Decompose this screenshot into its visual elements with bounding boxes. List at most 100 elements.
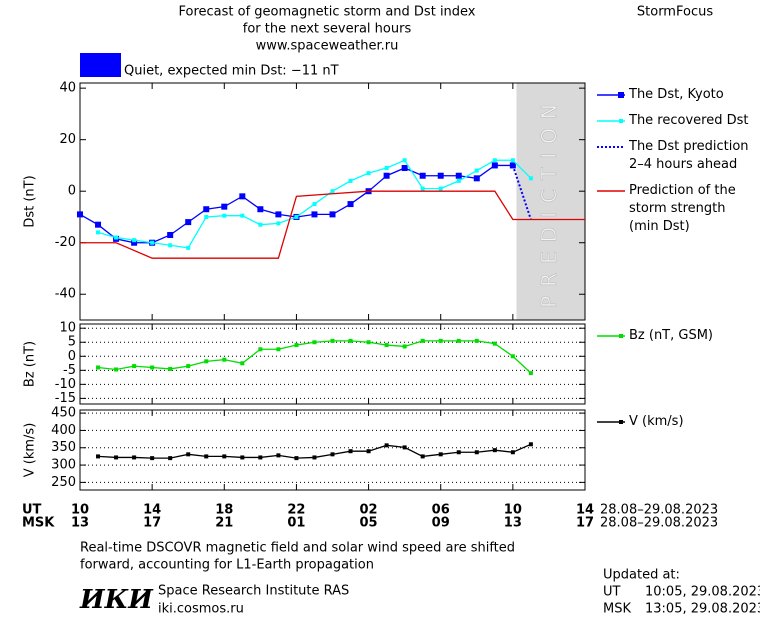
y-tick-label: 350 xyxy=(51,440,76,455)
data-point xyxy=(204,214,209,219)
data-point xyxy=(510,158,515,163)
legend-text: Bz (nT, GSM) xyxy=(629,328,714,343)
legend-item: The Dst, Kyoto xyxy=(597,86,757,104)
data-point xyxy=(419,172,426,179)
y-axis-label: V (km/s) xyxy=(23,423,38,478)
data-point xyxy=(258,455,263,460)
x-tick-label: 10 xyxy=(504,503,522,518)
y-tick-label: 250 xyxy=(51,475,76,490)
title-line: for the next several hours xyxy=(243,22,412,37)
data-point xyxy=(167,231,174,238)
data-point xyxy=(492,341,497,346)
data-point xyxy=(312,455,317,460)
y-tick-label: 20 xyxy=(59,132,76,147)
data-point xyxy=(420,454,425,459)
data-point xyxy=(366,340,371,345)
plot-frame xyxy=(79,82,586,321)
legend-item: Prediction of the storm strength (min Ds… xyxy=(597,182,757,236)
data-point xyxy=(401,165,408,172)
data-point xyxy=(438,452,443,457)
data-point xyxy=(474,338,479,343)
data-point xyxy=(131,239,138,246)
x-tick-label-msk: 17 xyxy=(576,516,594,531)
status-text: Quiet, expected min Dst: −11 nT xyxy=(124,64,339,79)
y-tick-label: 40 xyxy=(59,81,76,96)
data-point xyxy=(186,245,191,250)
data-point xyxy=(474,450,479,455)
data-point xyxy=(348,338,353,343)
legend-marker xyxy=(619,334,623,338)
data-point xyxy=(294,343,299,348)
data-point xyxy=(276,347,281,352)
prediction-label: PREDICTION xyxy=(537,95,561,308)
y-axis-label: Bz (nT) xyxy=(23,341,38,387)
y-tick-label: -5 xyxy=(63,363,76,378)
legend: The Dst, Kyoto The recovered Dst The Dst p… xyxy=(597,86,757,236)
data-point xyxy=(383,172,390,179)
data-point xyxy=(96,365,101,370)
data-point xyxy=(491,162,498,169)
data-point xyxy=(456,450,461,455)
updated-zone: MSK xyxy=(603,602,631,617)
data-point xyxy=(420,186,425,191)
data-point xyxy=(528,371,533,376)
x-tick-label-msk: 05 xyxy=(360,516,378,531)
data-point xyxy=(132,238,137,243)
data-point xyxy=(438,338,443,343)
y-tick-label: 0 xyxy=(68,349,76,364)
data-point xyxy=(275,211,282,218)
data-point xyxy=(438,186,443,191)
series-line xyxy=(79,164,513,244)
series-line xyxy=(80,190,585,259)
data-point xyxy=(420,338,425,343)
plot-frame xyxy=(79,323,586,405)
updated-time: 10:05, 29.08.2023 xyxy=(645,585,760,600)
legend-swatch xyxy=(597,420,625,424)
footer-note: forward, accounting for L1-Earth propaga… xyxy=(80,558,374,573)
data-point xyxy=(492,158,497,163)
msk-label: MSK xyxy=(22,516,55,531)
footer-note: Real-time DSCOVR magnetic field and sola… xyxy=(80,541,515,556)
data-point xyxy=(221,203,228,210)
data-point xyxy=(510,450,515,455)
data-point xyxy=(455,172,462,179)
ut-range: 28.08–29.08.2023 xyxy=(600,503,718,518)
data-point xyxy=(222,454,227,459)
data-point xyxy=(402,158,407,163)
data-point xyxy=(150,365,155,370)
data-point xyxy=(330,452,335,457)
x-tick-label: 14 xyxy=(143,503,161,518)
legend-swatch xyxy=(597,92,625,98)
data-point xyxy=(77,211,83,218)
legend-text: The Dst prediction 2–4 hours ahead xyxy=(629,139,749,172)
data-point xyxy=(492,448,497,453)
data-point xyxy=(456,338,461,343)
brand: StormFocus xyxy=(637,5,713,20)
data-point xyxy=(366,449,371,454)
title-line: Forecast of geomagnetic storm and Dst in… xyxy=(178,5,475,20)
data-point xyxy=(402,445,407,450)
x-tick-label: 18 xyxy=(215,503,233,518)
x-tick-label: 10 xyxy=(71,503,89,518)
data-point xyxy=(222,357,227,362)
x-tick-label-msk: 13 xyxy=(504,516,522,531)
data-point xyxy=(150,240,155,245)
data-point xyxy=(150,456,155,461)
data-point xyxy=(311,211,318,218)
y-tick-label: -15 xyxy=(55,391,76,406)
x-tick-label: 14 xyxy=(576,503,594,518)
logo: ИКИ xyxy=(79,585,154,615)
legend-item: V (km/s) xyxy=(597,413,757,431)
data-point xyxy=(114,235,119,240)
data-point xyxy=(114,455,119,460)
institute: Space Research Institute RAS xyxy=(158,584,349,599)
x-tick-label-msk: 01 xyxy=(287,516,305,531)
data-point xyxy=(96,454,101,459)
data-point xyxy=(186,452,191,457)
data-point xyxy=(222,213,227,218)
data-point xyxy=(402,344,407,349)
prediction-band xyxy=(516,83,585,320)
data-point xyxy=(239,193,246,200)
legend-marker xyxy=(618,92,624,98)
